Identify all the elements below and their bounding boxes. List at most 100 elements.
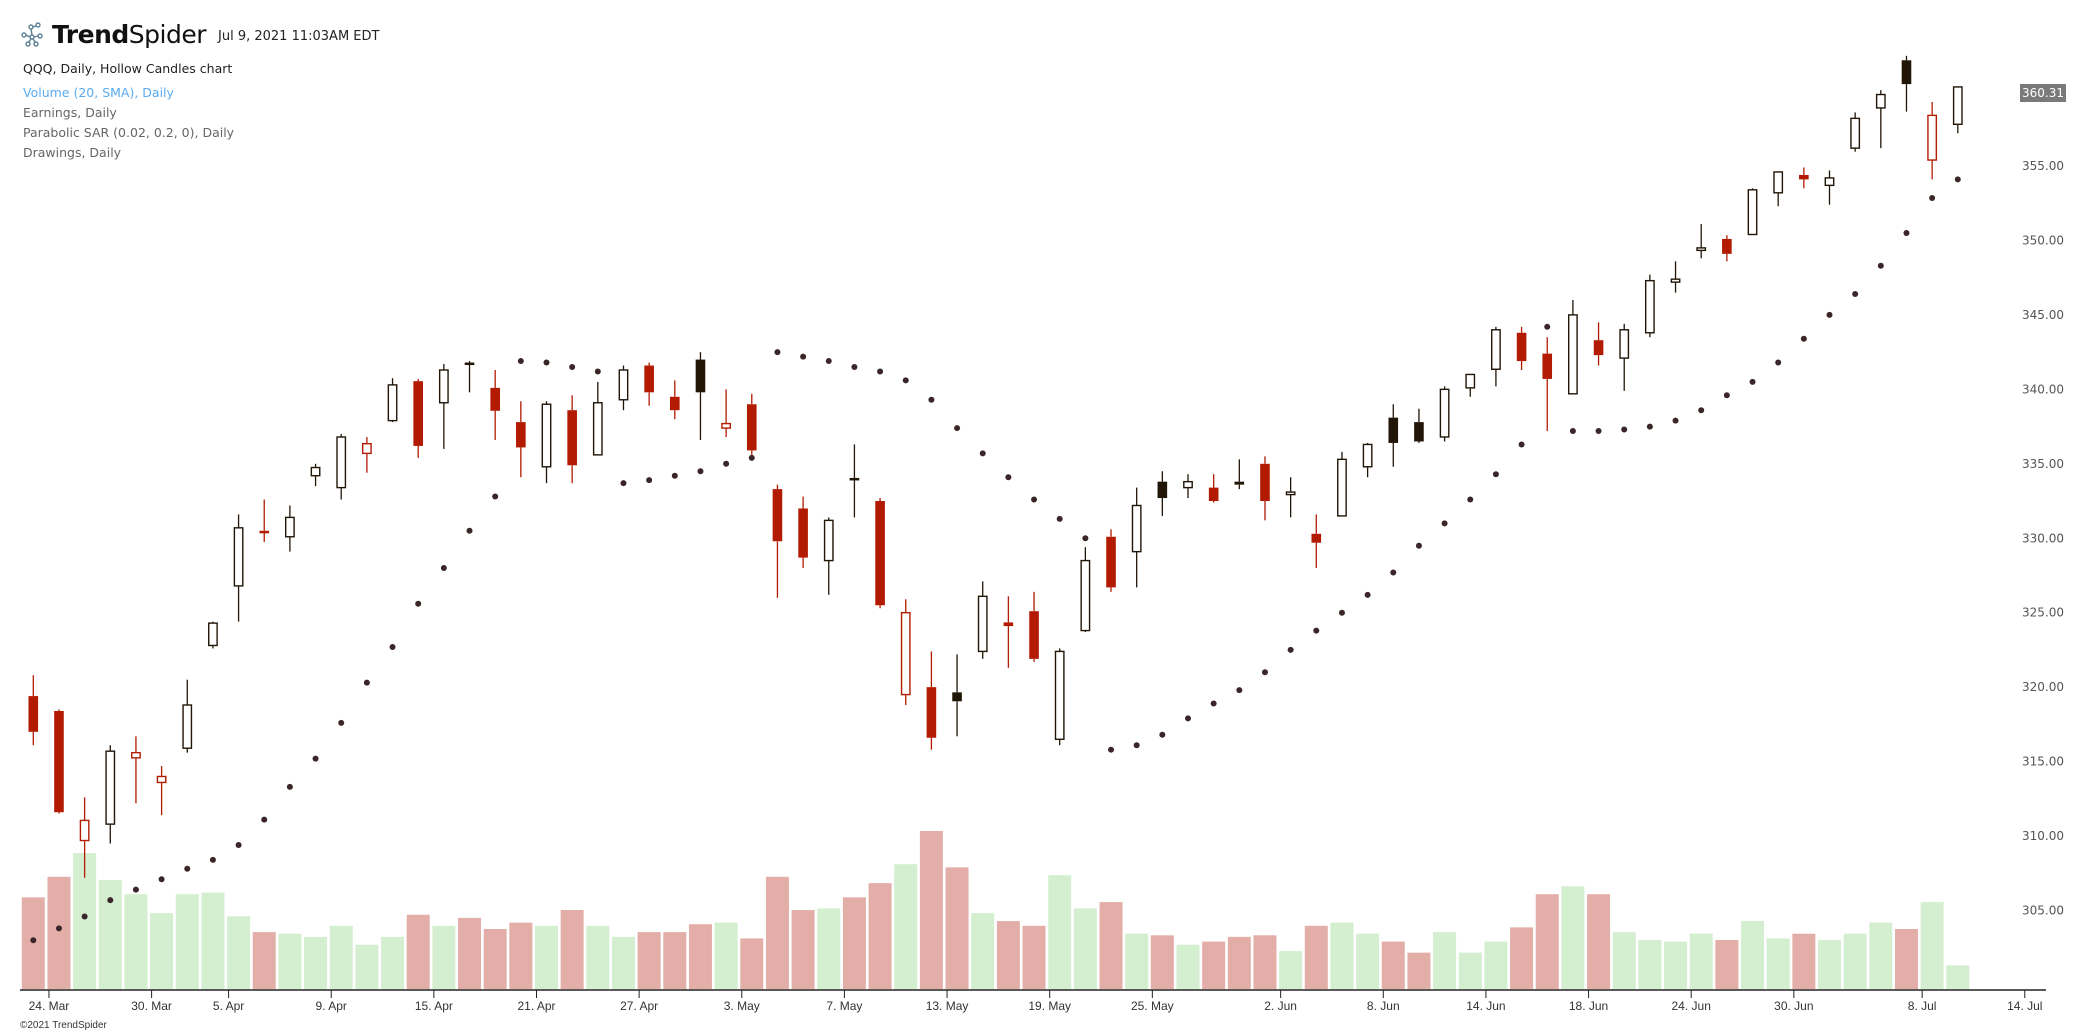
candle[interactable] (746, 393, 757, 455)
candle[interactable] (1080, 547, 1091, 633)
candle[interactable] (1131, 487, 1142, 588)
candle[interactable] (438, 364, 449, 449)
candle-body (413, 381, 423, 446)
candle-body (1696, 247, 1707, 252)
candle[interactable] (1747, 188, 1758, 236)
candle[interactable] (977, 581, 988, 659)
candle[interactable] (387, 378, 398, 423)
candle[interactable] (131, 736, 141, 804)
candle[interactable] (798, 496, 808, 569)
candle-body (926, 687, 937, 738)
sar-dot (800, 353, 807, 360)
candle[interactable] (79, 797, 90, 878)
candle[interactable] (1414, 408, 1424, 443)
time-tick-label: 9. Apr (316, 999, 347, 1013)
candle[interactable] (1388, 404, 1399, 467)
sar-dot (1903, 230, 1910, 237)
candle-body (1952, 86, 1963, 126)
legend-main-series[interactable]: QQQ, Daily, Hollow Candles chart (23, 61, 233, 76)
candle[interactable] (1696, 224, 1707, 259)
candle-body (182, 704, 193, 749)
chart-legend: QQQ, Daily, Hollow Candles chart Volume … (23, 59, 234, 163)
candle[interactable] (310, 463, 321, 487)
candle[interactable] (1567, 300, 1578, 395)
candle[interactable] (1003, 596, 1014, 668)
candle[interactable] (592, 381, 603, 456)
candle[interactable] (1285, 477, 1296, 518)
candle[interactable] (1208, 474, 1219, 503)
volume-bar (1715, 940, 1739, 989)
candle[interactable] (1439, 386, 1450, 442)
sar-dot (646, 477, 653, 484)
candle[interactable] (259, 499, 270, 542)
candle[interactable] (1824, 170, 1835, 205)
candle[interactable] (1234, 459, 1245, 490)
candle[interactable] (1106, 529, 1116, 592)
candle[interactable] (1362, 442, 1373, 478)
candle[interactable] (1542, 337, 1553, 432)
candle[interactable] (208, 621, 218, 649)
candle[interactable] (1593, 322, 1604, 366)
candle[interactable] (464, 361, 475, 393)
legend-earnings[interactable]: Earnings, Daily (23, 105, 117, 120)
candle[interactable] (54, 709, 64, 814)
candle[interactable] (182, 679, 193, 753)
candle[interactable] (823, 517, 834, 595)
candle[interactable] (567, 395, 577, 484)
candle[interactable] (285, 505, 295, 552)
candle[interactable] (1952, 86, 1963, 134)
candle[interactable] (1157, 471, 1168, 516)
candle[interactable] (336, 434, 347, 500)
candle[interactable] (1337, 451, 1347, 517)
candle[interactable] (156, 766, 167, 816)
candle[interactable] (541, 401, 552, 484)
sar-dot (81, 913, 88, 920)
candle[interactable] (1465, 373, 1476, 397)
candle[interactable] (1850, 112, 1861, 152)
candle[interactable] (361, 436, 372, 473)
candle[interactable] (1901, 55, 1912, 112)
candle[interactable] (105, 745, 116, 844)
candle[interactable] (721, 389, 732, 437)
candle[interactable] (772, 484, 783, 598)
candle[interactable] (952, 654, 962, 737)
sar-dot (209, 856, 216, 863)
time-tick-label: 8. Jun (1367, 999, 1400, 1013)
candle[interactable] (1619, 323, 1630, 391)
candle[interactable] (1670, 261, 1681, 293)
candle[interactable] (670, 380, 680, 420)
candle[interactable] (516, 401, 526, 478)
volume-bar (714, 922, 738, 989)
candle[interactable] (233, 514, 244, 622)
candle[interactable] (1799, 167, 1809, 189)
copyright: ©2021 TrendSpider (20, 1020, 107, 1031)
candle[interactable] (1927, 101, 1938, 180)
candle[interactable] (1773, 171, 1784, 207)
candle[interactable] (490, 369, 500, 440)
candle[interactable] (849, 444, 860, 518)
candle-body (1183, 480, 1193, 489)
candle[interactable] (1644, 274, 1655, 338)
candle[interactable] (618, 365, 629, 411)
legend-parabolic-sar[interactable]: Parabolic SAR (0.02, 0.2, 0), Daily (23, 125, 235, 140)
candle[interactable] (644, 362, 654, 406)
candle[interactable] (1054, 648, 1065, 746)
candle[interactable] (1875, 90, 1886, 149)
candle[interactable] (1311, 514, 1322, 569)
candle[interactable] (1260, 456, 1270, 521)
candle[interactable] (1183, 474, 1193, 499)
candle[interactable] (926, 651, 937, 750)
candle[interactable] (28, 675, 39, 746)
candle[interactable] (413, 378, 423, 458)
candle[interactable] (1029, 591, 1039, 662)
candle[interactable] (695, 352, 706, 440)
time-tick-label: 14. Jul (2007, 999, 2042, 1013)
legend-volume[interactable]: Volume (20, SMA), Daily (23, 85, 174, 100)
legend-drawings[interactable]: Drawings, Daily (23, 145, 122, 160)
candle[interactable] (1491, 326, 1501, 387)
candle[interactable] (900, 599, 911, 706)
candle[interactable] (875, 498, 885, 609)
candle[interactable] (1516, 326, 1527, 370)
candle[interactable] (1722, 235, 1732, 262)
